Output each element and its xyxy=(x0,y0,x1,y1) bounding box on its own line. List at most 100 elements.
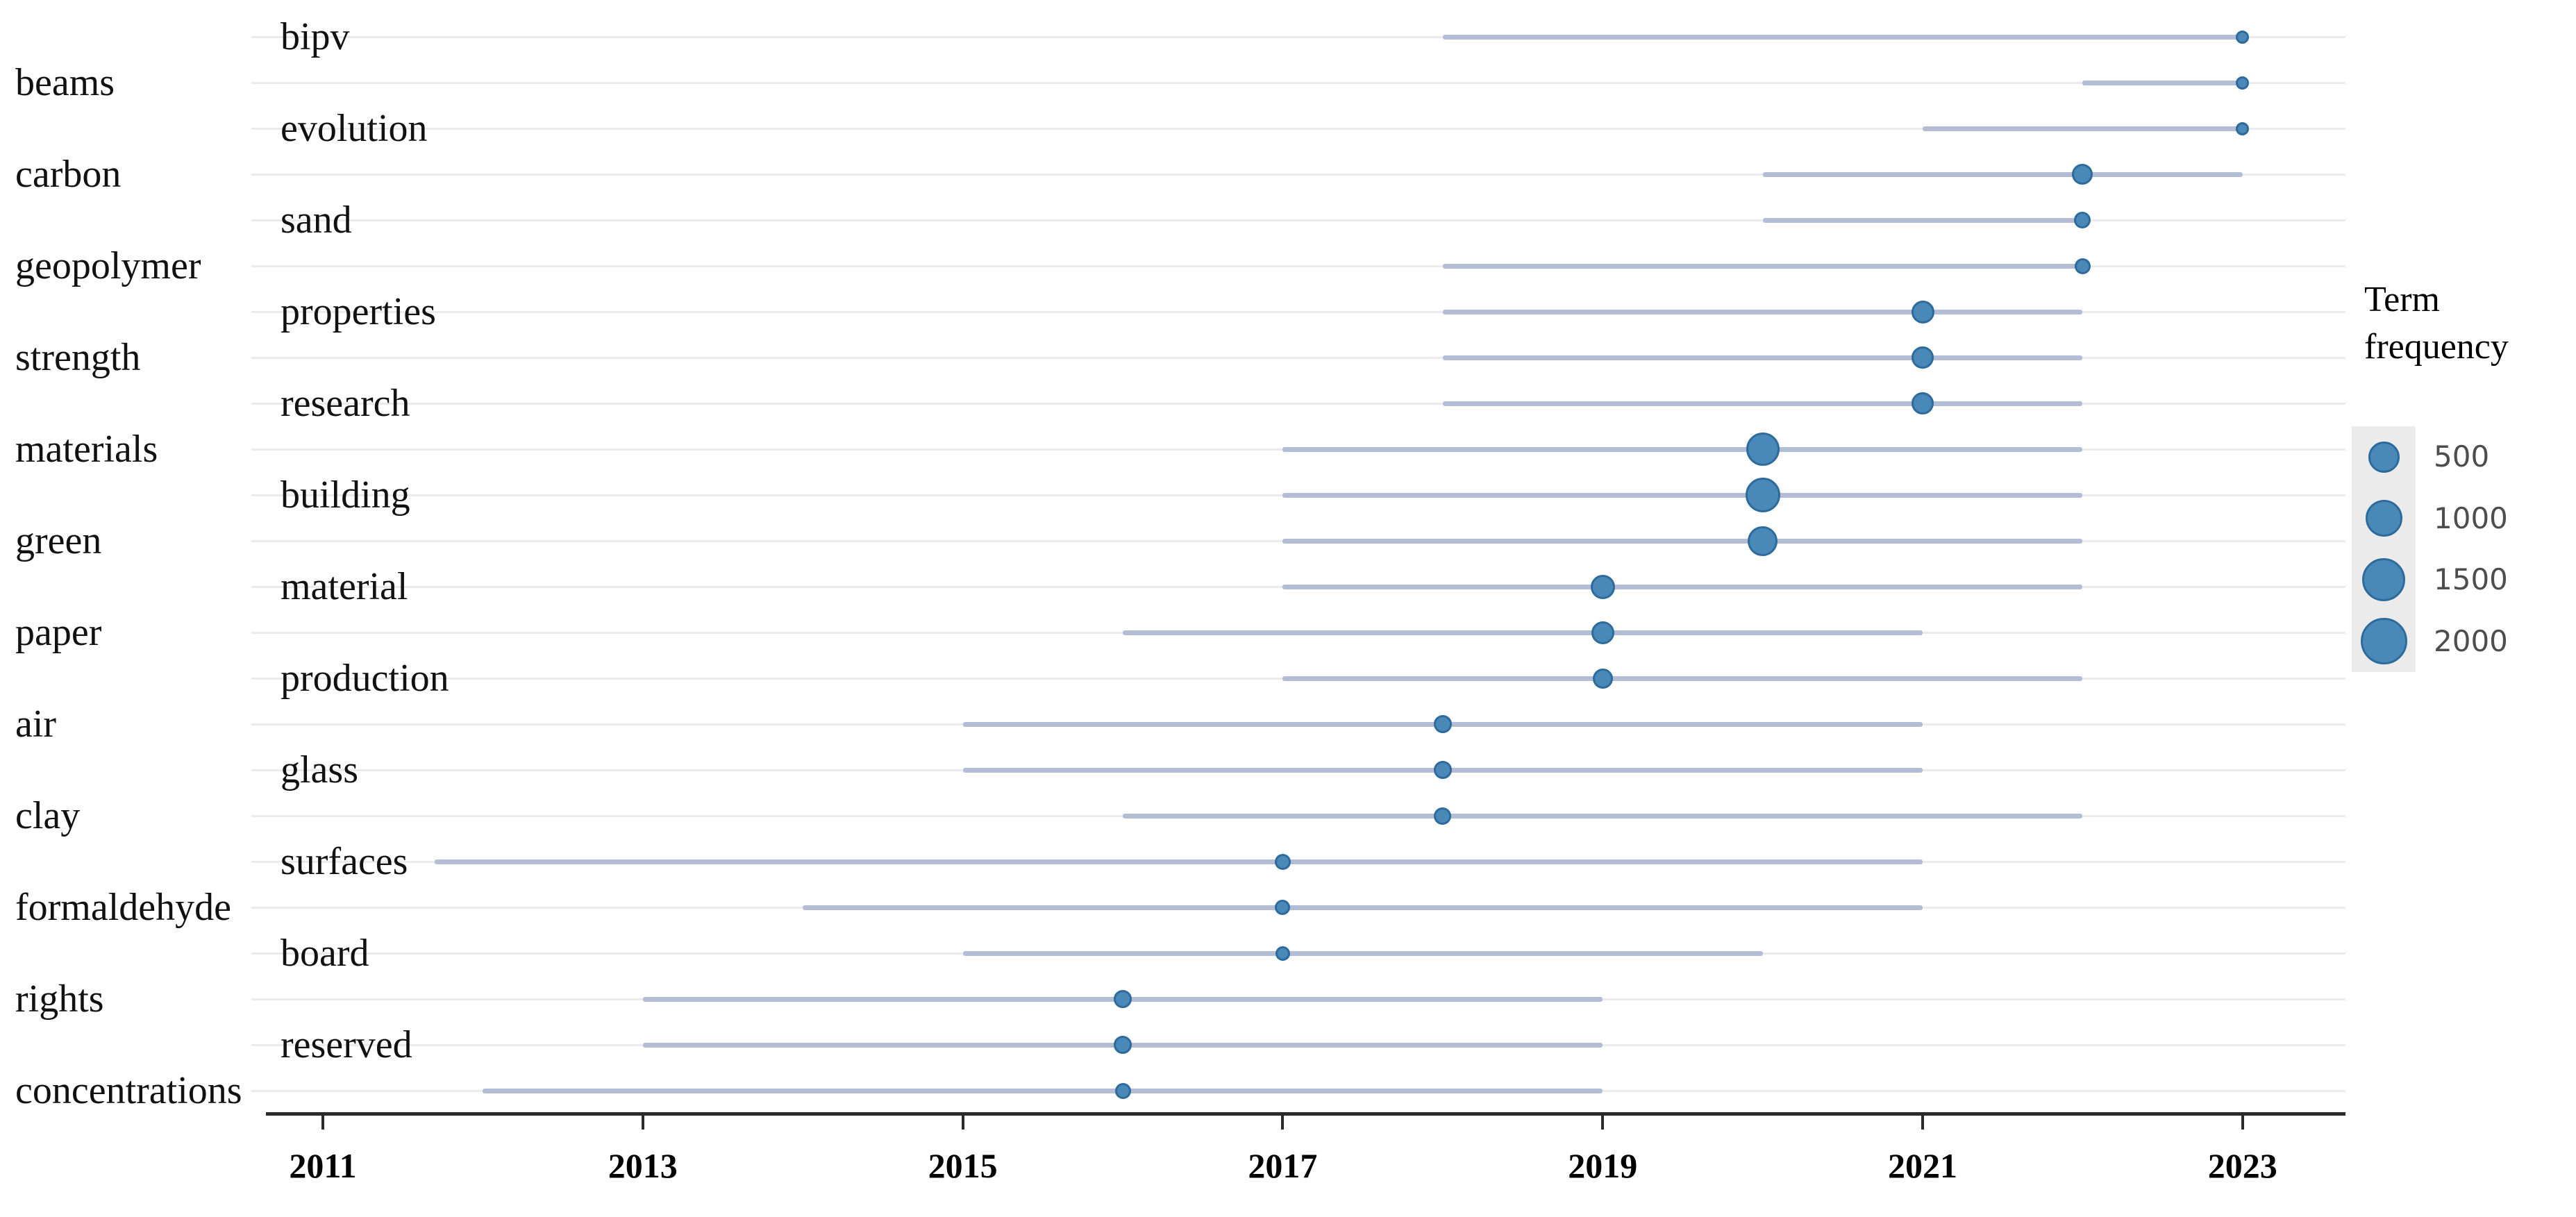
x-axis-tick xyxy=(2241,1116,2244,1130)
term-label: formaldehyde xyxy=(15,886,231,929)
term-frequency-dot xyxy=(1434,807,1452,825)
term-frequency-dot xyxy=(1748,526,1778,556)
row-gridline xyxy=(251,310,2345,313)
term-label: geopolymer xyxy=(15,244,201,287)
row-gridline xyxy=(251,35,2345,38)
row-gridline xyxy=(251,127,2345,130)
row-gridline xyxy=(251,402,2345,405)
term-frequency-dot xyxy=(2236,30,2250,44)
term-label: glass xyxy=(281,748,358,791)
legend-size-value: 2000 xyxy=(2434,623,2508,658)
term-frequency-dot xyxy=(1274,853,1291,870)
term-label: evolution xyxy=(281,107,428,150)
term-year-range-line xyxy=(1282,675,2083,681)
legend-size-bubble xyxy=(2365,500,2402,537)
x-axis-tick-label: 2015 xyxy=(928,1146,998,1185)
x-axis-tick-label: 2021 xyxy=(1888,1146,1957,1185)
term-frequency-dot xyxy=(1745,478,1780,512)
term-frequency-dot xyxy=(2236,76,2250,90)
x-axis-tick xyxy=(1281,1116,1285,1130)
term-label: paper xyxy=(15,611,102,654)
legend-size-value: 1000 xyxy=(2434,501,2508,535)
term-year-range-line xyxy=(483,1088,1603,1093)
term-label: air xyxy=(15,703,57,746)
term-label: bipv xyxy=(281,15,350,58)
x-axis-line xyxy=(266,1112,2345,1116)
term-label: building xyxy=(281,473,410,517)
term-frequency-dot xyxy=(1114,990,1132,1008)
x-axis-tick-label: 2017 xyxy=(1248,1146,1318,1185)
term-year-range-line xyxy=(962,950,1763,956)
term-label: concentrations xyxy=(15,1069,242,1112)
row-gridline xyxy=(251,81,2345,84)
x-axis-tick-label: 2019 xyxy=(1568,1146,1638,1185)
term-frequency-dot xyxy=(1912,346,1934,369)
term-frequency-dot xyxy=(1114,1082,1131,1099)
term-frequency-dot xyxy=(1275,900,1291,915)
term-year-range-line xyxy=(1282,492,2083,498)
row-gridline xyxy=(251,265,2345,267)
term-frequency-dot xyxy=(1592,668,1613,689)
term-year-range-line xyxy=(803,905,1923,910)
legend-size-bubble xyxy=(2368,441,2400,473)
term-year-range-line xyxy=(1442,401,2083,406)
legend-size-value: 500 xyxy=(2434,439,2490,474)
legend-size-bubble xyxy=(2362,558,2405,602)
term-frequency-dot xyxy=(1912,392,1934,414)
row-gridline xyxy=(251,356,2345,359)
term-frequency-dot xyxy=(1911,300,1934,324)
x-axis-tick xyxy=(1921,1116,1924,1130)
term-label: properties xyxy=(281,290,436,333)
legend-size-bubble xyxy=(2360,618,2407,665)
term-year-range-line xyxy=(1442,355,2083,360)
term-label: strength xyxy=(15,336,141,379)
x-axis-tick-label: 2011 xyxy=(289,1146,357,1185)
term-frequency-dot xyxy=(2074,212,2091,228)
term-year-range-line xyxy=(1123,813,2083,819)
term-year-range-line xyxy=(1762,171,2243,177)
row-gridline xyxy=(251,173,2345,176)
term-year-range-line xyxy=(1282,584,2083,589)
term-frequency-dot xyxy=(2236,121,2250,135)
term-label: research xyxy=(281,382,410,425)
term-frequency-dot xyxy=(1590,574,1615,599)
term-year-range-line xyxy=(1923,126,2243,131)
term-label: board xyxy=(281,932,369,975)
term-label: rights xyxy=(15,977,104,1021)
term-label: reserved xyxy=(281,1023,412,1066)
term-frequency-dot xyxy=(1591,621,1614,644)
term-label: carbon xyxy=(15,153,122,196)
term-year-range-line xyxy=(1762,217,2083,223)
row-gridline xyxy=(251,219,2345,221)
term-year-range-line xyxy=(435,859,1923,864)
term-label: clay xyxy=(15,794,81,837)
term-year-range-line xyxy=(2082,80,2243,85)
term-year-range-line xyxy=(1442,309,2083,314)
term-year-range-line xyxy=(1442,263,2083,269)
term-frequency-dot xyxy=(2072,164,2093,185)
term-frequency-dot xyxy=(1433,715,1452,733)
term-label: surfaces xyxy=(281,840,408,883)
term-year-range-line xyxy=(1282,538,2083,544)
term-label: sand xyxy=(281,199,352,242)
legend-size-value: 1500 xyxy=(2434,562,2508,597)
term-year-range-line xyxy=(1123,630,1923,635)
x-axis-tick xyxy=(1601,1116,1605,1130)
term-frequency-dot xyxy=(1746,433,1780,466)
legend-title: Term frequency xyxy=(2364,280,2509,367)
term-frequency-dot xyxy=(1114,1036,1132,1054)
term-label: materials xyxy=(15,428,158,471)
term-year-range-line xyxy=(1282,446,2083,452)
x-axis-tick xyxy=(321,1116,324,1130)
term-label: material xyxy=(281,565,408,608)
x-axis-tick-label: 2013 xyxy=(608,1146,678,1185)
x-axis-tick xyxy=(961,1116,964,1130)
term-frequency-dot xyxy=(1275,946,1290,961)
x-axis-tick xyxy=(641,1116,644,1130)
x-axis-tick-label: 2023 xyxy=(2207,1146,2277,1185)
term-label: production xyxy=(281,657,449,700)
term-frequency-dot xyxy=(2074,258,2091,274)
term-year-range-line xyxy=(1442,34,2243,40)
term-label: green xyxy=(15,519,102,562)
